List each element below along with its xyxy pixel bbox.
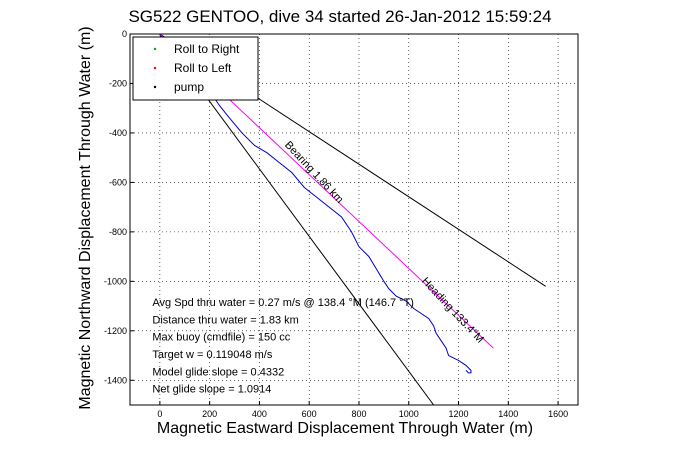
x-axis-label: Magnetic Eastward Displacement Through W… (157, 420, 533, 437)
x-tick-label: 800 (351, 409, 366, 419)
y-tick-label: -1200 (104, 326, 127, 336)
x-tick-label: 1000 (399, 409, 419, 419)
x-tick-label: 1600 (548, 409, 568, 419)
legend-label: Roll to Left (174, 61, 232, 75)
x-tick-label: 600 (302, 409, 317, 419)
legend: Roll to Right Roll to Left pump (132, 36, 259, 101)
legend-marker (153, 85, 157, 89)
x-tick-label: 1400 (498, 409, 518, 419)
legend-box (132, 36, 259, 101)
y-tick-label: -1400 (104, 375, 127, 385)
legend-marker (153, 66, 157, 70)
x-tick-label: 200 (202, 409, 217, 419)
legend-marker (153, 47, 157, 51)
legend-label: pump (174, 80, 204, 94)
plot-frame (129, 33, 579, 406)
x-tick-label: 400 (252, 409, 267, 419)
y-tick-label: -400 (109, 128, 127, 138)
x-tick-label: 1200 (449, 409, 469, 419)
chart-title: SG522 GENTOO, dive 34 started 26-Jan-201… (128, 7, 551, 26)
y-axis-label: Magnetic Northward Displacement Through … (77, 26, 94, 409)
annotation-text: Max buoy (cmdfile) = 150 cc (152, 332, 290, 344)
y-tick-label: 0 (122, 29, 127, 39)
y-tick-label: -200 (109, 78, 127, 88)
y-tick-label: -1000 (104, 276, 127, 286)
annotation-text: Avg Spd thru water = 0.27 m/s @ 138.4 °M… (152, 297, 414, 309)
annotation-text: Distance thru water = 1.83 km (152, 314, 298, 326)
annotation-text: Target w = 0.119048 m/s (152, 349, 272, 361)
y-tick-label: -600 (109, 177, 127, 187)
legend-label: Roll to Right (174, 42, 240, 56)
annotation-text: Net glide slope = 1.0914 (152, 384, 271, 396)
x-tick-label: 0 (157, 409, 162, 419)
plot-axes: 0 200 400 600 800 1000 1200 1400 1600 0 -200 -400 -6… (104, 29, 579, 419)
y-tick-label: -800 (109, 227, 127, 237)
annotation-text: Model glide slope = 0.4332 (152, 366, 284, 378)
